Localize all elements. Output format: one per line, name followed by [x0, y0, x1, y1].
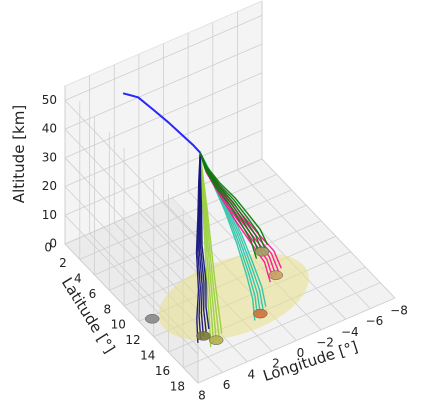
back-wall-grid-z: [64, 15, 263, 101]
y-tick-label: 10: [111, 318, 126, 332]
landing-marker-4: [268, 270, 284, 280]
y-tick-label: 8: [103, 302, 111, 316]
x-tick-label: −4: [341, 325, 359, 339]
trajectory-series-5-strand-4: [199, 152, 258, 259]
landing-markers: [144, 246, 284, 345]
x-tick-label: −8: [390, 304, 408, 318]
y-tick-label: 0: [44, 241, 52, 255]
trajectory-series-0-strand-0: [122, 92, 201, 154]
back-wall-grid-z: [64, 43, 263, 130]
floor-grid-y: [94, 189, 292, 276]
z-tick-label: 20: [42, 179, 57, 193]
y-tick-label: 6: [89, 287, 97, 301]
z-tick-label: 40: [42, 122, 57, 136]
floor-grid-x: [261, 158, 396, 299]
z-axis-label: Altitude [km]: [10, 105, 28, 203]
landing-marker-3: [253, 308, 268, 319]
y-tick-label: 16: [155, 364, 170, 378]
landing-marker-0: [144, 314, 160, 324]
floor-grid-x: [89, 233, 223, 373]
z-tick-label: 0: [49, 237, 57, 251]
x-tick-label: 6: [223, 378, 231, 392]
floor-grid-y: [79, 174, 277, 260]
back-wall-grid-z: [64, 72, 263, 159]
landing-marker-1: [208, 335, 224, 345]
landing-marker-2: [196, 331, 211, 341]
x-tick-label: 4: [247, 367, 255, 381]
floor-grid-x: [212, 180, 347, 320]
y-tick-label: 14: [140, 349, 155, 363]
left-wall-grid-z: [64, 243, 199, 384]
y-tick-label: 4: [74, 271, 82, 285]
left-wall-grid-z: [64, 100, 199, 240]
back-wall-grid-z: [64, 129, 263, 216]
y-tick-label: 18: [170, 380, 185, 394]
back-wall-grid-z: [64, 158, 263, 245]
back-wall-grid-z: [64, 101, 263, 187]
y-tick-label: 12: [125, 333, 140, 347]
x-tick-label: 0: [297, 346, 305, 360]
floor-grid-y: [183, 282, 381, 368]
landing-marker-5: [254, 246, 270, 257]
x-tick-label: 8: [198, 389, 206, 403]
floor-grid-y: [197, 297, 396, 384]
floor-grid-x: [237, 169, 371, 309]
trajectory-series: [122, 92, 282, 348]
left-wall-grid-z: [64, 128, 199, 269]
y-tick-label: 2: [59, 256, 67, 270]
left-wall-grid-z: [64, 157, 199, 298]
x-tick-label: −2: [316, 335, 334, 349]
x-tick-label: 2: [272, 357, 280, 371]
z-tick-label: 30: [42, 150, 57, 164]
z-tick-label: 10: [42, 208, 57, 222]
z-tick-label: 50: [42, 93, 57, 107]
trajectory-series-2-strand-4: [195, 152, 201, 343]
x-tick-label: −6: [366, 314, 384, 328]
